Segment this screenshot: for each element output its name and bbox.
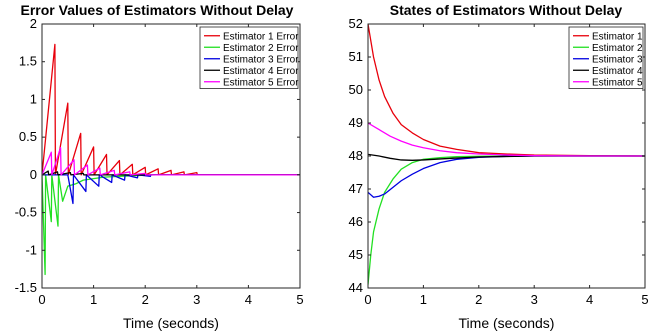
- x-tick-label: 4: [245, 292, 252, 307]
- x-tick-label: 3: [531, 292, 538, 307]
- y-tick-label: 50: [349, 82, 363, 97]
- series-line-4: [42, 170, 300, 176]
- legend-box: [199, 26, 299, 89]
- legend-entry-4: Estimator 4: [592, 66, 643, 77]
- y-tick-label: 0: [30, 167, 37, 182]
- chart-title: States of Estimators Without Delay: [390, 2, 623, 18]
- legend-entry-1: Estimator 1: [592, 31, 643, 42]
- x-tick-label: 0: [364, 292, 371, 307]
- series-line-5: [42, 147, 300, 176]
- y-tick-label: 0.5: [19, 129, 37, 144]
- legend-entry-3: Estimator 3 Error: [223, 54, 299, 65]
- y-tick-label: -0.5: [15, 205, 37, 220]
- y-tick-label: 1: [30, 91, 37, 106]
- y-tick-label: 52: [349, 16, 363, 31]
- x-tick-label: 3: [193, 292, 200, 307]
- y-tick-label: 1.5: [19, 54, 37, 69]
- chart-panel-error-values: Error Values of Estimators Without Delay…: [15, 2, 304, 331]
- series-line-4: [368, 153, 645, 161]
- x-tick-label: 5: [296, 292, 303, 307]
- y-tick-label: 49: [349, 115, 363, 130]
- y-tick-label: -1: [25, 242, 37, 257]
- legend-entry-5: Estimator 5: [592, 77, 643, 88]
- legend-box: [568, 26, 644, 89]
- x-tick-label: 0: [38, 292, 45, 307]
- y-tick-label: 48: [349, 148, 363, 163]
- legend-entry-4: Estimator 4 Error: [223, 66, 299, 77]
- x-tick-label: 4: [586, 292, 593, 307]
- legend-entry-3: Estimator 3: [592, 54, 643, 65]
- y-tick-label: 51: [349, 49, 363, 64]
- x-axis-label: Time (seconds): [459, 315, 555, 331]
- y-tick-label: 47: [349, 181, 363, 196]
- legend-entry-1: Estimator 1 Error: [223, 31, 299, 42]
- y-tick-label: -1.5: [15, 280, 37, 295]
- chart-title: Error Values of Estimators Without Delay: [21, 2, 294, 18]
- legend-entry-2: Estimator 2: [592, 43, 643, 54]
- series-line-3: [42, 174, 300, 205]
- y-tick-label: 45: [349, 247, 363, 262]
- x-tick-label: 2: [142, 292, 149, 307]
- x-axis-label: Time (seconds): [123, 315, 219, 331]
- axes-box: [41, 23, 301, 289]
- legend-entry-2: Estimator 2 Error: [223, 43, 299, 54]
- x-tick-label: 2: [475, 292, 482, 307]
- x-tick-label: 1: [90, 292, 97, 307]
- y-tick-label: 46: [349, 214, 363, 229]
- y-tick-label: 2: [30, 16, 37, 31]
- series-group: [42, 43, 300, 276]
- series-group: [368, 24, 645, 285]
- y-tick-label: 44: [349, 280, 363, 295]
- series-line-1: [42, 43, 300, 176]
- series-line-1: [368, 24, 645, 157]
- legend-entry-5: Estimator 5 Error: [223, 77, 299, 88]
- x-tick-label: 5: [641, 292, 648, 307]
- x-tick-label: 1: [420, 292, 427, 307]
- series-line-5: [368, 122, 645, 157]
